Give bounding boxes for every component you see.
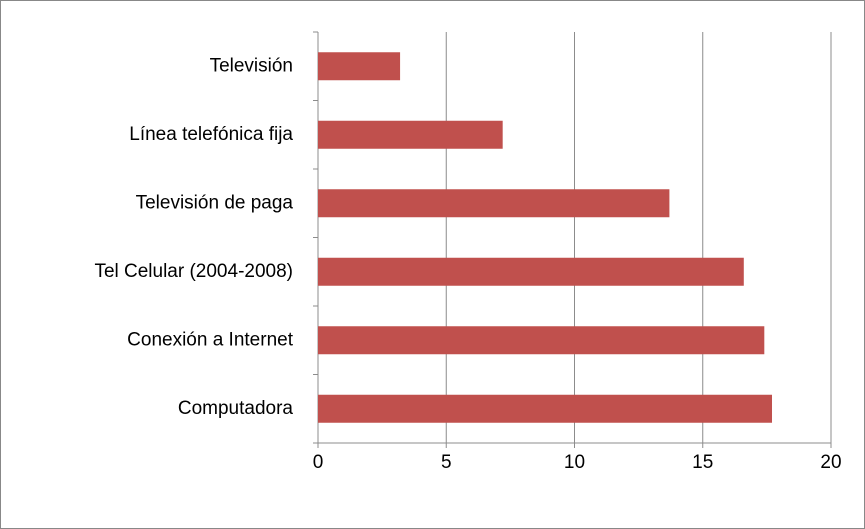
bar <box>318 52 401 81</box>
bar <box>318 326 765 355</box>
x-tick-label: 15 <box>692 452 713 473</box>
bar <box>318 120 503 149</box>
bar <box>318 394 773 423</box>
x-tick-label: 20 <box>820 452 841 473</box>
y-tick-label: Computadora <box>178 398 294 419</box>
x-tick-label: 0 <box>313 452 324 473</box>
bar <box>318 189 670 218</box>
y-tick-label: Televisión <box>210 55 293 76</box>
y-tick-label: Televisión de paga <box>136 192 294 213</box>
x-tick-label: 10 <box>564 452 585 473</box>
x-tick-label: 5 <box>441 452 452 473</box>
bar <box>318 257 744 286</box>
y-tick-label: Línea telefónica fija <box>129 124 293 145</box>
y-tick-label: Tel Celular (2004-2008) <box>94 261 293 282</box>
y-tick-label: Conexión a Internet <box>127 329 294 350</box>
